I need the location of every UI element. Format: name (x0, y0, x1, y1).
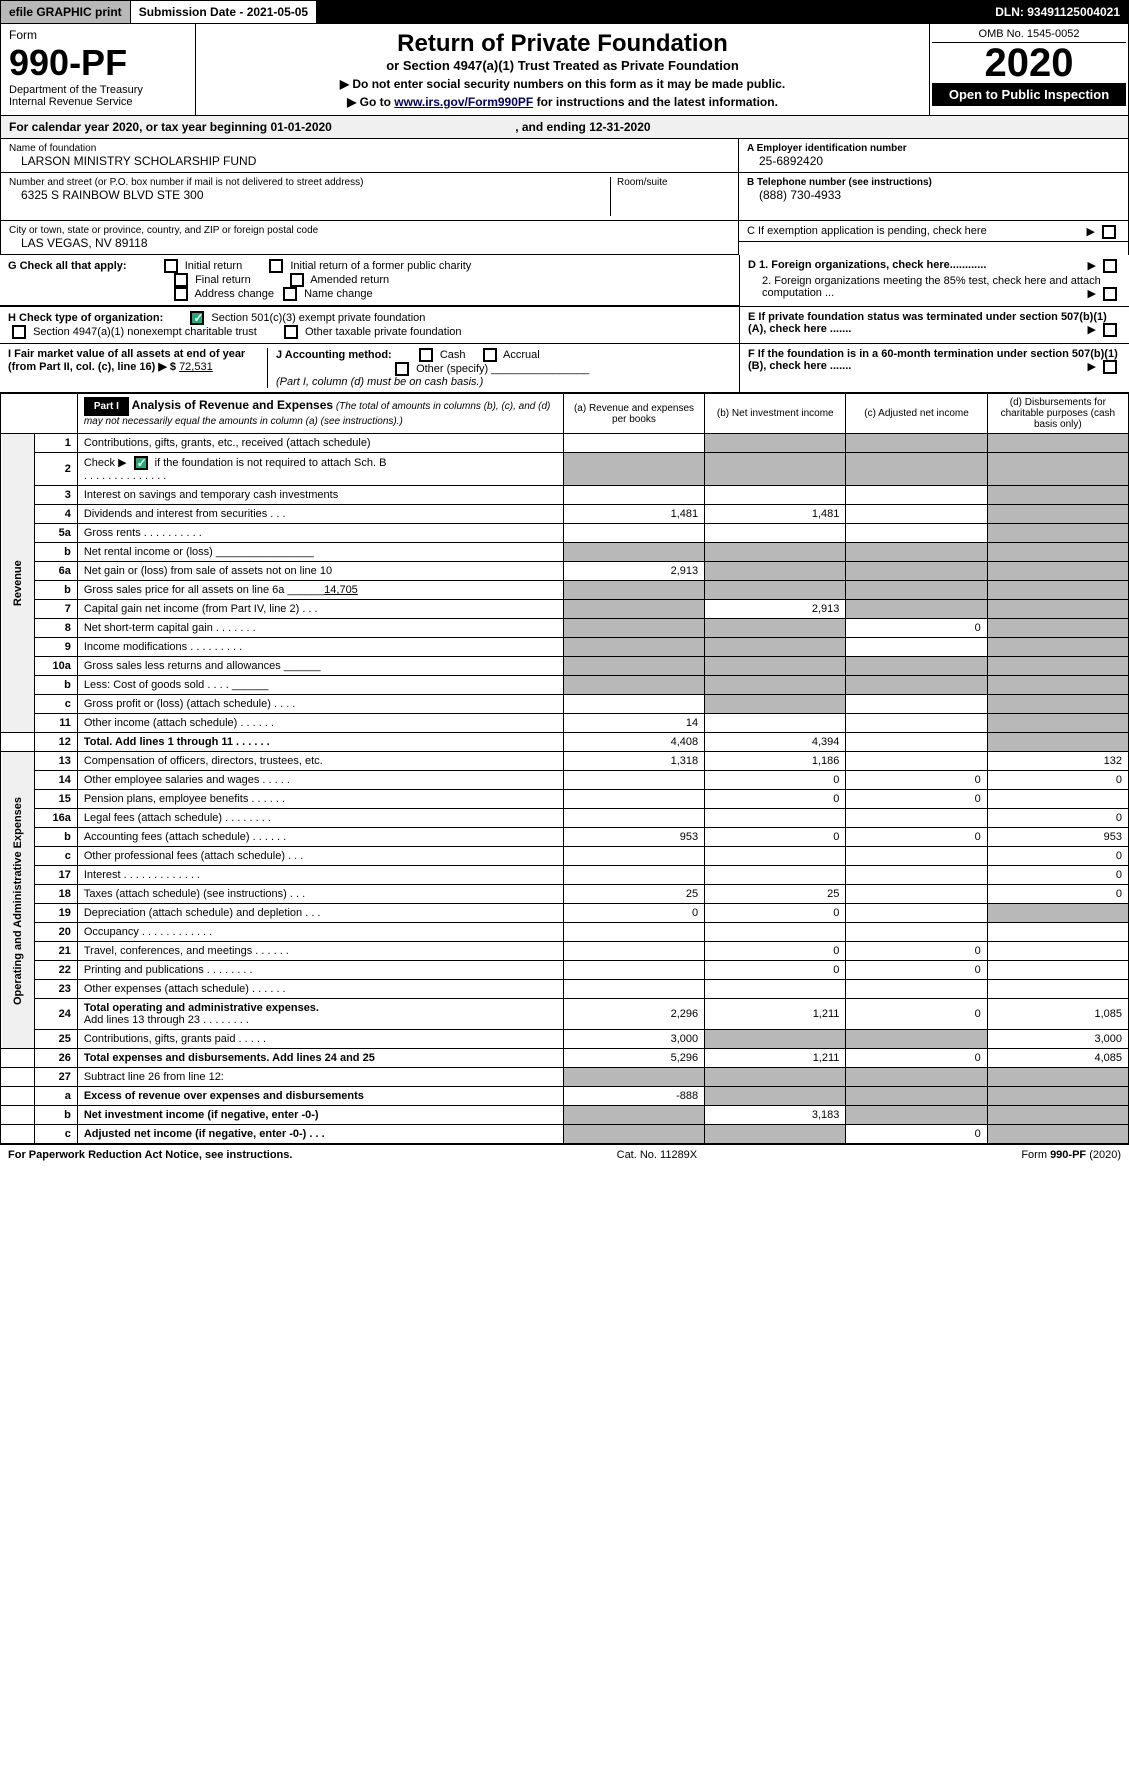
calendar-year-row: For calendar year 2020, or tax year begi… (0, 116, 1129, 139)
j-cash-cb[interactable] (419, 348, 433, 362)
city-value: LAS VEGAS, NV 89118 (9, 236, 730, 250)
c-checkbox[interactable] (1102, 225, 1116, 239)
instr-link-row: ▶ Go to www.irs.gov/Form990PF for instru… (202, 95, 923, 109)
part1-table: Part I Analysis of Revenue and Expenses … (0, 393, 1129, 1144)
dln: DLN: 93491125004021 (987, 1, 1128, 23)
f-label: F If the foundation is in a 60-month ter… (748, 348, 1118, 372)
instr-ssn: ▶ Do not enter social security numbers o… (202, 77, 923, 91)
j-other-cb[interactable] (395, 362, 409, 376)
foundation-name: LARSON MINISTRY SCHOLARSHIP FUND (9, 154, 730, 168)
g-initial-former-cb[interactable] (269, 259, 283, 273)
street-label: Number and street (or P.O. box number if… (9, 177, 610, 188)
j-note: (Part I, column (d) must be on cash basi… (276, 376, 483, 388)
expenses-vlabel: Operating and Administrative Expenses (1, 752, 35, 1049)
col-c-hdr: (c) Adjusted net income (846, 394, 987, 434)
top-bar: efile GRAPHIC print Submission Date - 20… (0, 0, 1129, 24)
h-4947-cb[interactable] (12, 325, 26, 339)
part1-label: Part I (84, 397, 129, 416)
g-final-cb[interactable] (174, 273, 188, 287)
g-amended-cb[interactable] (290, 273, 304, 287)
l2-cb[interactable] (134, 456, 148, 470)
e-cb[interactable] (1103, 323, 1117, 337)
d1-cb[interactable] (1103, 259, 1117, 273)
g-initial-cb[interactable] (164, 259, 178, 273)
form-title: Return of Private Foundation (202, 30, 923, 58)
d2-cb[interactable] (1103, 287, 1117, 301)
efile-print-btn[interactable]: efile GRAPHIC print (1, 1, 130, 23)
info-grid: Name of foundation LARSON MINISTRY SCHOL… (0, 139, 1129, 255)
irs-link[interactable]: www.irs.gov/Form990PF (394, 95, 533, 109)
page-footer: For Paperwork Reduction Act Notice, see … (0, 1144, 1129, 1165)
submission-date: Submission Date - 2021-05-05 (130, 1, 317, 23)
ein-label: A Employer identification number (747, 143, 1120, 154)
tax-year: 2020 (932, 43, 1126, 83)
footer-mid: Cat. No. 11289X (617, 1149, 698, 1161)
i-value: 72,531 (179, 361, 213, 373)
h-label: H Check type of organization: (8, 312, 163, 324)
revenue-vlabel: Revenue (1, 434, 35, 733)
g-label: G Check all that apply: (8, 260, 127, 272)
name-label: Name of foundation (9, 143, 730, 154)
col-a-hdr: (a) Revenue and expenses per books (563, 394, 704, 434)
d2-label: 2. Foreign organizations meeting the 85%… (762, 275, 1101, 299)
form-label: Form (9, 28, 187, 42)
ein-value: 25-6892420 (747, 154, 1120, 168)
tel-value: (888) 730-4933 (747, 188, 1120, 202)
city-label: City or town, state or province, country… (9, 225, 730, 236)
form-subtitle: or Section 4947(a)(1) Trust Treated as P… (202, 58, 923, 73)
street-value: 6325 S RAINBOW BLVD STE 300 (9, 188, 610, 202)
g-name-cb[interactable] (283, 287, 297, 301)
f-cb[interactable] (1103, 360, 1117, 374)
g-address-cb[interactable] (174, 287, 188, 301)
j-label: J Accounting method: (276, 349, 392, 361)
footer-left: For Paperwork Reduction Act Notice, see … (8, 1149, 292, 1161)
irs: Internal Revenue Service (9, 96, 187, 108)
h-501c3-cb[interactable] (190, 311, 204, 325)
part1-title: Analysis of Revenue and Expenses (132, 398, 333, 412)
footer-right: Form 990-PF (2020) (1021, 1149, 1121, 1161)
room-label: Room/suite (617, 177, 730, 188)
col-d-hdr: (d) Disbursements for charitable purpose… (987, 394, 1128, 434)
col-b-hdr: (b) Net investment income (705, 394, 846, 434)
c-exemption-label: C If exemption application is pending, c… (747, 225, 987, 237)
form-header: Form 990-PF Department of the Treasury I… (0, 24, 1129, 116)
e-label: E If private foundation status was termi… (748, 311, 1107, 335)
d1-label: D 1. Foreign organizations, check here..… (748, 259, 986, 271)
dept-treasury: Department of the Treasury (9, 84, 187, 96)
tel-label: B Telephone number (see instructions) (747, 177, 1120, 188)
open-inspection: Open to Public Inspection (932, 83, 1126, 106)
h-other-cb[interactable] (284, 325, 298, 339)
j-accrual-cb[interactable] (483, 348, 497, 362)
form-number: 990-PF (9, 42, 187, 84)
